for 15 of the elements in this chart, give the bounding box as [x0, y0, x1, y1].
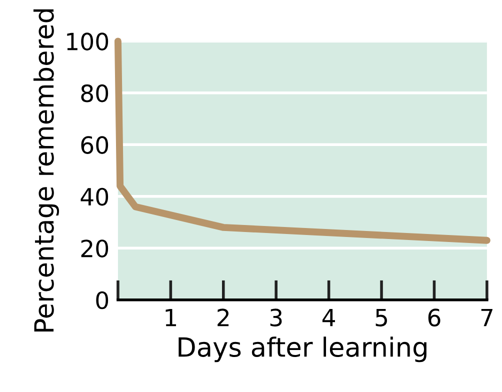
x-tick-label: 7	[481, 308, 492, 326]
y-tick-label: 80	[81, 84, 108, 102]
y-tick-label: 60	[81, 136, 108, 154]
y-tick-label: 20	[81, 240, 108, 258]
y-tick-label: 0	[96, 291, 108, 310]
x-tick-label: 6	[428, 308, 440, 326]
x-tick-label: 4	[322, 308, 335, 326]
y-axis-title: Percentage remembered	[33, 9, 60, 332]
x-tick-label: 5	[376, 308, 387, 326]
y-tick-label: 40	[80, 188, 108, 206]
x-axis-title: Days after learning	[178, 336, 426, 362]
x-tick-label: 3	[270, 308, 282, 326]
x-tick-label: 2	[218, 308, 229, 326]
y-tick-label: 100	[67, 32, 108, 50]
x-tick-label: 1	[166, 308, 176, 326]
